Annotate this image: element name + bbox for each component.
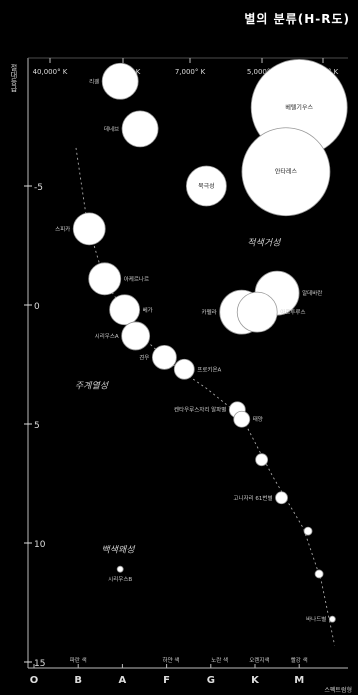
star-point: [121, 110, 159, 148]
star-point: [314, 569, 324, 579]
star-point: [233, 410, 251, 428]
star-point: [101, 62, 139, 100]
temperature-tick-label: 40,000° K: [33, 68, 68, 76]
star-label: 바나드별: [306, 615, 326, 623]
spectral-class-label: A: [119, 675, 127, 686]
x-axis-label: 스펙트럼형: [324, 686, 352, 694]
page-title: 별의 분류(H-R도): [244, 12, 350, 26]
temperature-tick-label: 7,000° K: [175, 68, 206, 76]
star-point: [121, 321, 151, 351]
region-label: 주계열성: [75, 380, 109, 391]
star-label: 베가: [143, 306, 153, 314]
y-tick-label: 15: [34, 659, 45, 669]
y-tick-label: -5: [34, 183, 43, 193]
star-label: 데네브: [104, 125, 119, 133]
star-point: [275, 491, 288, 505]
star-point: [236, 291, 278, 333]
star-label: 안타레스: [275, 168, 298, 176]
star-label: 알데바란: [302, 289, 322, 297]
star-point: [88, 262, 122, 296]
star-point: [255, 453, 269, 467]
region-label: 적색거성: [247, 238, 281, 249]
star-label: 아르투루스: [280, 308, 305, 316]
star-label: 스피카: [55, 225, 70, 233]
y-tick-label: 5: [34, 421, 40, 431]
star-label: 켄타우루스자리 알파별: [174, 406, 226, 414]
star-label: 프로키온A: [197, 365, 221, 373]
star-label: 시리우스A: [95, 332, 119, 340]
region-label: 백색왜성: [101, 545, 135, 556]
spectral-class-label: M: [294, 675, 304, 686]
temperature-tick-label: 5,000° K: [247, 68, 278, 76]
star-label: 견우: [139, 354, 149, 361]
y-tick-label: 0: [34, 302, 40, 312]
star-point: [151, 344, 177, 370]
class-color-label: 노란 색: [211, 656, 228, 664]
spectral-class-label: G: [207, 675, 215, 686]
star-point: [328, 615, 336, 623]
star-point: [116, 565, 124, 573]
star-label: 북극성: [198, 182, 215, 190]
class-color-label: 빨강 색: [291, 656, 308, 664]
class-color-label: 오렌지색: [249, 656, 269, 664]
spectral-class-label: O: [30, 675, 39, 686]
class-color-label: 하얀 색: [163, 656, 180, 664]
star-label: 시리우스B: [108, 575, 132, 583]
spectral-class-label: B: [74, 675, 82, 686]
y-axis-label: 절대등급: [10, 64, 18, 92]
star-label: 베텔기우스: [285, 103, 313, 111]
star-label: 고니자리 61번별: [233, 494, 272, 502]
star-label: 태양: [253, 415, 263, 423]
class-color-label: 파란 색: [70, 656, 87, 664]
star-point: [173, 358, 195, 380]
star-point: [185, 165, 227, 207]
star-label: 리겔: [89, 77, 99, 85]
star-point: [241, 127, 331, 217]
star-point: [109, 294, 141, 326]
y-tick-label: 10: [34, 540, 46, 550]
star-label: 카펠라: [202, 308, 217, 316]
spectral-class-label: F: [163, 675, 170, 686]
main-sequence-guide: [75, 147, 336, 646]
spectral-class-label: K: [251, 675, 260, 686]
star-point: [303, 526, 313, 536]
star-label: 아케르나르: [124, 275, 149, 283]
star-point: [72, 212, 106, 246]
